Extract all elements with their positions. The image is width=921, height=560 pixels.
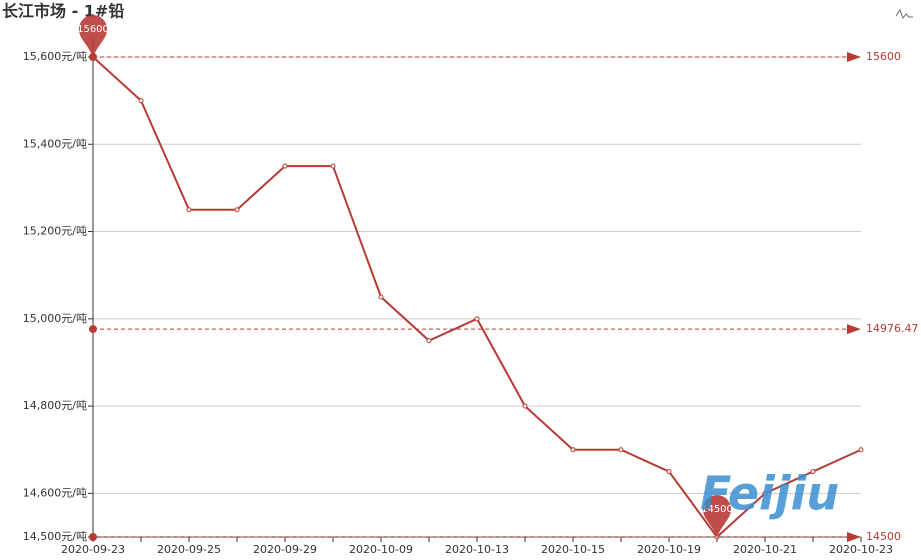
- data-point: [666, 469, 672, 475]
- x-tick-label: 2020-09-23: [61, 543, 125, 556]
- series-line: [92, 56, 862, 539]
- data-point: [330, 163, 336, 169]
- mark-point-label: 15600: [77, 24, 109, 35]
- x-tick-label: 2020-09-25: [157, 543, 221, 556]
- mark-line-start: [89, 325, 97, 334]
- toolbox-icon[interactable]: [895, 8, 913, 20]
- data-point: [810, 469, 816, 475]
- data-point: [762, 490, 768, 496]
- x-tick-label: 2020-10-19: [637, 543, 701, 556]
- data-point: [186, 207, 192, 213]
- data-point: [138, 98, 144, 104]
- mark-line-arrow: [847, 324, 861, 335]
- y-tick-label: 15,400元/吨: [23, 137, 87, 150]
- y-tick-label: 15,200元/吨: [23, 225, 87, 238]
- data-point: [234, 207, 240, 213]
- x-tick-label: 2020-10-21: [733, 543, 797, 556]
- x-tick-label: 2020-10-23: [829, 543, 893, 556]
- data-point: [282, 163, 288, 169]
- watermark: Feijiu: [700, 467, 839, 521]
- y-tick-label: 15,000元/吨: [23, 312, 87, 325]
- mark-point-pin: [703, 495, 731, 537]
- data-point: [858, 447, 864, 453]
- mark-line-arrow: [847, 532, 861, 542]
- data-point: [570, 447, 576, 453]
- mark-line-label: 15600: [866, 50, 901, 63]
- y-tick-label: 14,600元/吨: [23, 486, 87, 499]
- x-tick-label: 2020-09-29: [253, 543, 317, 556]
- mark-point-pin: [79, 15, 107, 57]
- chart-title: 长江市场 - 1#铅: [2, 2, 124, 21]
- x-tick-label: 2020-10-15: [541, 543, 605, 556]
- data-point: [618, 447, 624, 453]
- mark-line-arrow: [847, 52, 861, 62]
- data-point: [522, 403, 528, 409]
- data-point: [378, 294, 384, 300]
- mark-point-label: 14500: [701, 504, 733, 515]
- x-tick-label: 2020-10-13: [445, 543, 509, 556]
- y-tick-label: 15,600元/吨: [23, 50, 87, 63]
- y-tick-label: 14,500元/吨: [23, 530, 87, 543]
- mark-line-label: 14500: [866, 530, 901, 543]
- mark-line-label: 14976.47: [866, 322, 919, 335]
- data-point: [474, 316, 480, 322]
- data-point: [426, 338, 432, 344]
- y-tick-label: 14,800元/吨: [23, 399, 87, 412]
- mark-line-start: [89, 533, 97, 541]
- x-tick-label: 2020-10-09: [349, 543, 413, 556]
